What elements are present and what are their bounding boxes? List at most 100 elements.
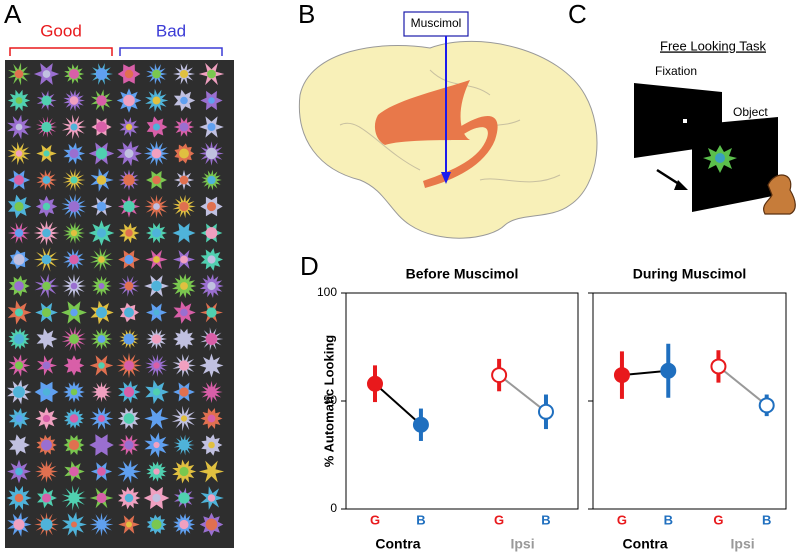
fractal-core [14,281,24,291]
fractal-core [42,176,51,184]
panel-label: B [298,0,315,29]
fractal-core [13,253,25,266]
fractal-core [41,334,52,344]
fractal-core [96,386,107,398]
fractal-core [96,201,107,212]
fractal-core [153,362,160,369]
fractal-core [124,69,134,79]
fractal-grid [6,62,225,538]
fixation-label: Fixation [655,64,697,78]
fractal-core [179,122,189,132]
fractal-core [180,255,188,264]
y-tick-label: 100 [317,285,337,299]
fractal-core [69,148,79,159]
fractal-core [13,333,25,345]
fractal-core [70,123,78,131]
fractal-core [97,467,106,476]
x-tick-label: B [541,512,550,527]
point [710,358,727,375]
fractal-core [207,281,216,291]
fractal-core [68,68,80,80]
fractal-core [123,174,135,186]
fractal-core [151,280,162,292]
fractal-core [70,176,78,184]
fractal-core [70,308,78,317]
fractal-core [69,96,79,105]
fractal-core [15,123,23,131]
fractal-core [42,414,51,423]
fractal-core [179,228,189,238]
fractal-core [124,440,134,450]
group-label: Contra [375,536,420,552]
panel-label: D [300,251,319,281]
fractal-core [152,493,161,503]
fractal-core [125,521,133,528]
fractal-core [15,150,23,157]
good-bracket [9,47,113,56]
fractal-core [15,467,23,476]
fractal-core [205,147,218,160]
fractal-core [124,493,134,503]
group-label: Ipsi [731,536,755,552]
connector [717,365,768,407]
fixation-point [683,119,687,123]
fractal-core [207,175,216,185]
chart-title: Before Muscimol [406,266,519,282]
fractal-core [180,308,188,317]
x-tick-label: G [617,512,627,527]
fractal-core [70,521,78,528]
fractal-core [97,520,106,529]
fractal-core [152,69,161,79]
fractal-core [41,466,52,477]
x-tick-label: G [713,512,723,527]
fractal-core [205,359,218,372]
fractal-core [95,147,108,160]
fractal-core [206,201,217,212]
fractal-core [123,386,135,398]
fractal-core [180,282,188,290]
fractal-core [124,307,134,318]
fractal-core [96,228,107,238]
fractal-core [70,282,78,290]
fractal-core [98,362,105,369]
fractal-core [42,361,51,370]
y-tick-label: 0 [330,501,337,515]
fractal-core [69,414,79,423]
fractal-core [96,439,107,451]
fractal-core [208,97,215,104]
fractal-core [96,95,107,106]
fractal-core [152,228,161,238]
fractal-core [123,413,135,424]
fractal-core [205,518,218,531]
fractal-core [179,69,189,79]
point [613,367,630,384]
point [758,397,775,414]
fractal-core [179,201,189,212]
fractal-core [151,413,162,424]
fractal-core [41,95,52,106]
fractal-core [179,466,189,477]
fractal-core [40,518,53,531]
fractal-core [152,175,161,185]
good-label: Good [40,21,82,40]
connector [498,374,547,413]
fractal-core [123,200,135,213]
fractal-core [124,281,134,291]
fractal-core [43,150,50,157]
bad-label: Bad [156,21,186,40]
fractal-core [96,492,107,504]
drug-label: Muscimol [411,16,462,30]
fractal-core [42,70,51,78]
x-tick-label: B [416,512,425,527]
fractal-core [13,386,25,398]
fractal-core [178,439,190,451]
fractal-core [95,121,108,133]
panel-label: C [568,0,587,29]
fractal-core [153,441,160,449]
fractal-core [96,175,107,185]
panel-label: A [4,0,22,29]
fractal-core [151,334,162,344]
fractal-core [41,121,52,133]
point [660,362,677,379]
fractal-core [41,439,52,451]
